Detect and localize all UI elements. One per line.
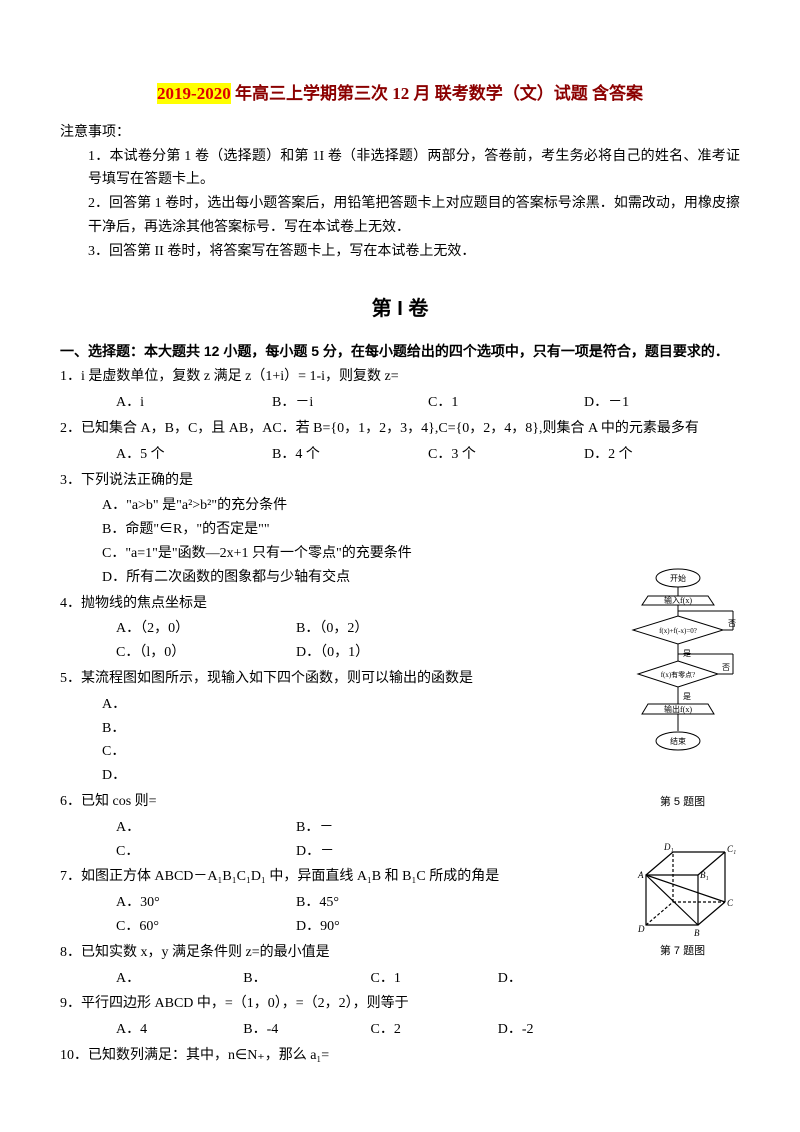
option: A．5 个 (116, 443, 272, 467)
q1-options: A．i B．－i C．1 D．－1 (60, 391, 740, 415)
option: A． (116, 816, 296, 840)
notice-item: 3．回答第 II 卷时，将答案写在答题卡上，写在本试卷上无效． (60, 240, 740, 264)
option: B．45° (296, 891, 476, 915)
q9-options: A．4 B．-4 C．2 D．-2 (60, 1018, 625, 1042)
section-title: 第 I 卷 (60, 292, 740, 326)
option: C．（l，0） (116, 641, 296, 665)
svg-text:D: D (637, 924, 645, 934)
q5-d: D． (60, 764, 625, 788)
question-3: 3．下列说法正确的是 (60, 469, 740, 493)
option: D．2 个 (584, 443, 740, 467)
q3-c: C．"a=1"是"函数—2x+1 只有一个零点"的充要条件 (60, 542, 740, 566)
notice-item: 2．回答第 1 卷时，选出每小题答案后，用铅笔把答题卡上对应题目的答案标号涂黑．… (60, 192, 740, 240)
q6-options-r1: A． B．－ (60, 816, 625, 840)
question-5: 5．某流程图如图所示，现输入如下四个函数，则可以输出的函数是 (60, 667, 625, 691)
q4-options-r1: A．（2，0） B．（0，2） (60, 617, 625, 641)
option: D．（0，1） (296, 641, 476, 665)
svg-text:输入f(x): 输入f(x) (664, 595, 692, 605)
q3-b: B．命题"∈R，"的否定是"" (60, 518, 740, 542)
svg-text:结束: 结束 (670, 736, 686, 746)
page-title: 2019-2020 年高三上学期第三次 12 月 联考数学（文）试题 含答案 (60, 80, 740, 109)
flowchart-caption: 第 5 题图 (625, 793, 740, 812)
svg-text:B₁: B₁ (700, 870, 709, 880)
q7-options-r1: A．30° B．45° (60, 891, 625, 915)
option: B．（0，2） (296, 617, 476, 641)
option: A．4 (116, 1018, 243, 1042)
option: A．i (116, 391, 272, 415)
option: B．-4 (243, 1018, 370, 1042)
section-instruction: 一、选择题：本大题共 12 小题，每小题 5 分，在每小题给出的四个选项中，只有… (102, 340, 740, 364)
q7-options-r2: C．60° D．90° (60, 915, 625, 939)
option: B．－ (296, 816, 476, 840)
option: C．3 个 (428, 443, 584, 467)
q3-a: A．"a>b" 是"a²>b²"的充分条件 (60, 494, 740, 518)
q3-d: D．所有二次函数的图象都与少轴有交点 (60, 566, 625, 590)
option: C． (116, 840, 296, 864)
option: C．2 (371, 1018, 498, 1042)
svg-text:否: 否 (728, 619, 736, 628)
option: D． (498, 967, 625, 991)
option: B． (243, 967, 370, 991)
option: B．－i (272, 391, 428, 415)
option: A． (116, 967, 243, 991)
question-8: 8．已知实数 x，y 满足条件则 z=的最小值是 (60, 941, 625, 965)
q5-a: A． (60, 693, 625, 717)
svg-text:C₁: C₁ (727, 844, 736, 854)
option: C．60° (116, 915, 296, 939)
q5-b: B． (60, 717, 625, 741)
question-6: 6．已知 cos 则= (60, 790, 625, 814)
option: B．4 个 (272, 443, 428, 467)
question-2: 2．已知集合 A，B，C，且 AB，AC．若 B={0，1，2，3，4},C={… (60, 417, 740, 441)
option: C．1 (371, 967, 498, 991)
notice-heading: 注意事项： (60, 121, 740, 145)
svg-text:输出f(x): 输出f(x) (664, 704, 692, 714)
question-9: 9．平行四边形 ABCD 中，=（1，0），=（2，2），则等于 (60, 992, 625, 1016)
svg-text:f(x)+f(-x)=0?: f(x)+f(-x)=0? (659, 627, 697, 635)
q6-options-r2: C． D．－ (60, 840, 625, 864)
svg-text:A: A (637, 870, 644, 880)
svg-text:否: 否 (722, 663, 730, 672)
q8-options: A． B． C．1 D． (60, 967, 625, 991)
title-rest: 年高三上学期第三次 12 月 联考数学（文）试题 含答案 (231, 84, 643, 103)
question-7: 7．如图正方体 ABCD－A₁B₁C₁D₁ 中，异面直线 A₁B 和 B₁C 所… (60, 865, 625, 889)
svg-text:C: C (727, 898, 734, 908)
svg-text:D₁: D₁ (663, 842, 674, 852)
cube-figure: A B C D A₁ B₁ C₁ D₁ (628, 840, 738, 940)
question-4: 4．抛物线的焦点坐标是 (60, 592, 625, 616)
option: D．－1 (584, 391, 740, 415)
option: A．（2，0） (116, 617, 296, 641)
notice-item: 1．本试卷分第 1 卷（选择题）和第 1I 卷（非选择题）两部分，答卷前，考生务… (60, 145, 740, 193)
svg-text:是: 是 (683, 692, 691, 701)
svg-text:B: B (694, 928, 700, 938)
flowchart-figure: 开始 输入f(x) f(x)+f(-x)=0? 否 是 f(x)有零点? 否 是… (628, 566, 738, 791)
q5-c: C． (60, 740, 625, 764)
q4-options-r2: C．（l，0） D．（0，1） (60, 641, 625, 665)
option: C．1 (428, 391, 584, 415)
option: A．30° (116, 891, 296, 915)
question-1: 1．i 是虚数单位，复数 z 满足 z（1+i）= 1-i，则复数 z= (60, 365, 740, 389)
cube-caption: 第 7 题图 (625, 942, 740, 961)
option: D．90° (296, 915, 476, 939)
q2-options: A．5 个 B．4 个 C．3 个 D．2 个 (60, 443, 740, 467)
option: D．-2 (498, 1018, 625, 1042)
question-10: 10．已知数列满足：其中，n∈N₊，那么 a₁= (60, 1044, 625, 1068)
svg-text:开始: 开始 (670, 573, 686, 583)
svg-text:f(x)有零点?: f(x)有零点? (660, 670, 695, 679)
option: D．－ (296, 840, 476, 864)
title-highlight: 2019-2020 (157, 83, 231, 104)
